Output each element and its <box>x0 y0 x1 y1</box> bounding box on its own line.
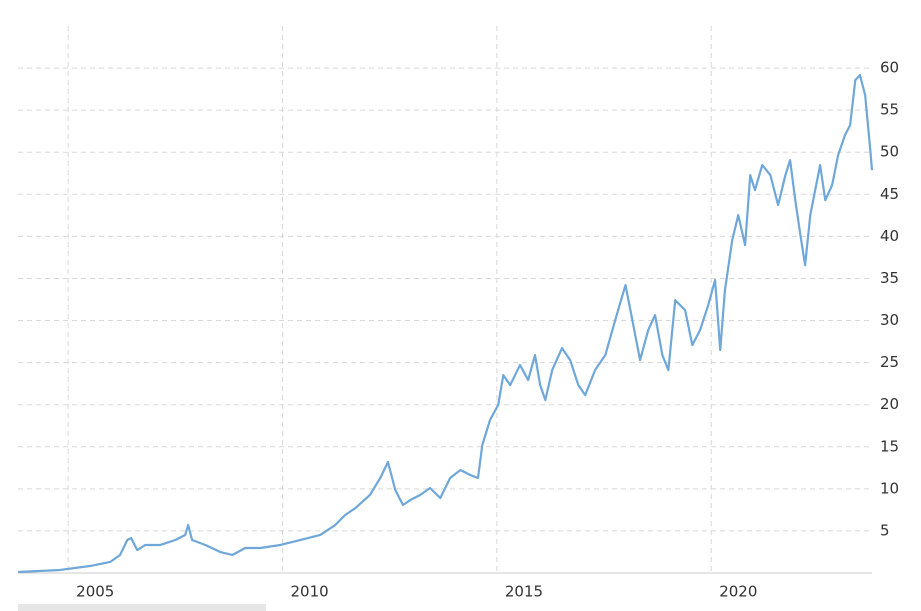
x-tick-label: 2015 <box>505 583 543 601</box>
y-tick-label: 55 <box>880 101 899 119</box>
y-tick-label: 60 <box>880 59 899 77</box>
x-tick-label: 2010 <box>291 583 329 601</box>
y-tick-label: 20 <box>880 395 899 413</box>
y-tick-label: 5 <box>880 521 890 539</box>
y-tick-label: 25 <box>880 353 899 371</box>
scrollbar <box>18 604 266 611</box>
y-tick-label: 30 <box>880 311 899 329</box>
x-tick-label: 2020 <box>719 583 757 601</box>
y-tick-label: 40 <box>880 227 899 245</box>
y-tick-label: 35 <box>880 269 899 287</box>
x-tick-label: 2005 <box>76 583 114 601</box>
y-tick-label: 50 <box>880 143 899 161</box>
price-line <box>17 74 874 574</box>
y-tick-label: 10 <box>880 479 899 497</box>
y-tick-label: 45 <box>880 185 899 203</box>
y-tick-label: 15 <box>880 437 899 455</box>
